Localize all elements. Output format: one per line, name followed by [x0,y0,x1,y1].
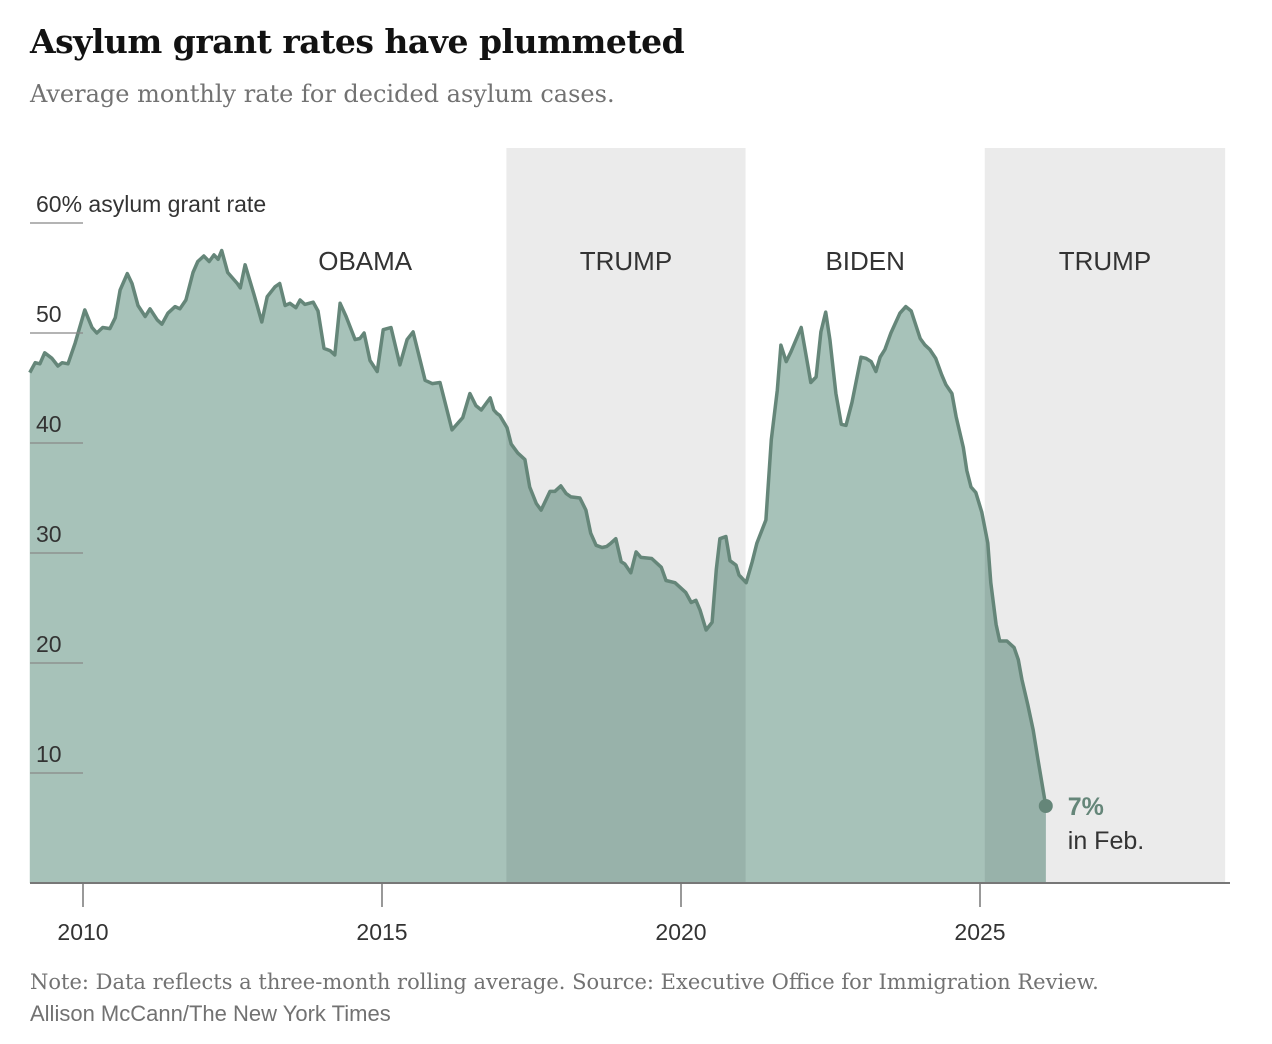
y-tick-label: 50 [36,301,62,327]
end-date-label: in Feb. [1068,827,1144,855]
term-label: TRUMP [580,246,672,276]
x-tick-label: 2025 [954,919,1005,945]
y-tick-label: 30 [36,521,62,547]
chart-note: Note: Data reflects a three-month rollin… [30,966,1150,1030]
x-tick-label: 2015 [356,919,407,945]
term-label: BIDEN [825,246,904,276]
term-label: TRUMP [1059,246,1151,276]
end-point-marker [1038,799,1053,813]
y-tick-label: 60% asylum grant rate [36,191,266,217]
y-tick-label: 10 [36,741,62,767]
x-tick-label: 2010 [57,919,108,945]
y-tick-label: 20 [36,631,62,657]
term-label: OBAMA [318,246,413,276]
chart-title: Asylum grant rates have plummeted [30,22,685,61]
chart-subtitle: Average monthly rate for decided asylum … [30,80,615,108]
credit: Allison McCann/The New York Times [30,1001,391,1026]
series-line [28,248,1048,807]
note-source: Note: Data reflects a three-month rollin… [30,970,1099,994]
end-value-label: 7% [1068,793,1104,821]
x-tick-label: 2020 [655,919,706,945]
y-tick-label: 40 [36,411,62,437]
